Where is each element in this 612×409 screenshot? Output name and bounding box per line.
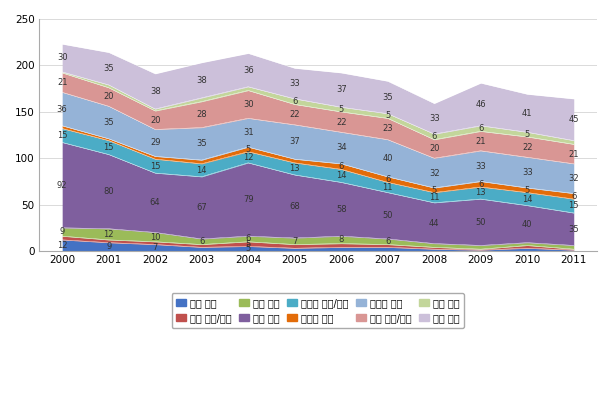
Text: 7: 7 — [292, 237, 297, 246]
Text: 6: 6 — [199, 237, 204, 246]
Text: 21: 21 — [569, 150, 579, 159]
Text: 92: 92 — [57, 181, 67, 190]
Text: 21: 21 — [476, 137, 486, 146]
Text: 10: 10 — [150, 233, 160, 242]
Text: 6: 6 — [338, 162, 344, 171]
Text: 35: 35 — [569, 225, 579, 234]
Text: 22: 22 — [289, 110, 300, 119]
Text: 33: 33 — [476, 162, 486, 171]
Text: 14: 14 — [196, 166, 207, 175]
Text: 7: 7 — [152, 243, 158, 252]
Text: 6: 6 — [385, 175, 390, 184]
Legend: 중졸 이하, 고교 재학/휴학, 고교 중퇴, 고교 졸업, 전문대 재학/휴학, 전문대 중퇴, 전문대 졸업, 대학 재학/휴학, 대학 중퇴, 대졸 이상: 중졸 이하, 고교 재학/휴학, 고교 중퇴, 고교 졸업, 전문대 재학/휴학… — [171, 293, 465, 328]
Text: 5: 5 — [431, 186, 437, 195]
Text: 30: 30 — [57, 54, 67, 63]
Text: 15: 15 — [150, 162, 160, 171]
Text: 12: 12 — [57, 241, 67, 250]
Text: 5: 5 — [245, 240, 251, 249]
Text: 5: 5 — [524, 130, 530, 139]
Text: 14: 14 — [336, 171, 346, 180]
Text: 64: 64 — [150, 198, 160, 207]
Text: 6: 6 — [478, 124, 483, 133]
Text: 37: 37 — [336, 85, 346, 94]
Text: 44: 44 — [429, 219, 439, 228]
Text: 50: 50 — [476, 218, 486, 227]
Text: 33: 33 — [429, 114, 439, 123]
Text: 8: 8 — [338, 235, 344, 244]
Text: 36: 36 — [57, 105, 67, 114]
Text: 32: 32 — [569, 174, 579, 183]
Text: 32: 32 — [429, 169, 439, 178]
Text: 22: 22 — [336, 117, 346, 126]
Text: 5: 5 — [245, 145, 251, 154]
Text: 35: 35 — [196, 139, 207, 148]
Text: 15: 15 — [57, 131, 67, 140]
Text: 20: 20 — [150, 116, 160, 125]
Text: 40: 40 — [382, 154, 393, 163]
Text: 34: 34 — [336, 144, 346, 153]
Text: 20: 20 — [103, 92, 114, 101]
Text: 6: 6 — [571, 192, 577, 201]
Text: 46: 46 — [476, 100, 486, 109]
Text: 33: 33 — [522, 168, 532, 177]
Text: 28: 28 — [196, 110, 207, 119]
Text: 80: 80 — [103, 187, 114, 196]
Text: 15: 15 — [569, 202, 579, 211]
Text: 20: 20 — [429, 144, 439, 153]
Text: 12: 12 — [243, 153, 253, 162]
Text: 50: 50 — [382, 211, 393, 220]
Text: 45: 45 — [569, 115, 579, 124]
Text: 37: 37 — [289, 137, 300, 146]
Text: 21: 21 — [57, 78, 67, 87]
Text: 38: 38 — [196, 76, 207, 85]
Text: 31: 31 — [243, 128, 253, 137]
Text: 33: 33 — [289, 79, 300, 88]
Text: 6: 6 — [431, 133, 437, 142]
Text: 11: 11 — [429, 193, 439, 202]
Text: 6: 6 — [245, 234, 251, 243]
Text: 58: 58 — [336, 205, 346, 214]
Text: 68: 68 — [289, 202, 300, 211]
Text: 29: 29 — [150, 138, 160, 147]
Text: 79: 79 — [243, 195, 253, 204]
Text: 38: 38 — [150, 87, 160, 96]
Text: 22: 22 — [522, 143, 532, 152]
Text: 5: 5 — [524, 186, 530, 195]
Text: 35: 35 — [103, 64, 114, 73]
Text: 5: 5 — [338, 105, 344, 114]
Text: 40: 40 — [522, 220, 532, 229]
Text: 36: 36 — [243, 65, 253, 74]
Text: 67: 67 — [196, 203, 207, 212]
Text: 23: 23 — [382, 124, 393, 133]
Text: 13: 13 — [289, 164, 300, 173]
Text: 9: 9 — [59, 227, 65, 236]
Text: 11: 11 — [382, 183, 393, 192]
Text: 15: 15 — [103, 143, 114, 152]
Text: 6: 6 — [478, 180, 483, 189]
Text: 35: 35 — [103, 118, 114, 127]
Text: 14: 14 — [522, 195, 532, 204]
Text: 6: 6 — [292, 97, 297, 106]
Text: 9: 9 — [106, 242, 111, 251]
Text: 5: 5 — [385, 112, 390, 121]
Text: 35: 35 — [382, 93, 393, 102]
Text: 5: 5 — [245, 244, 251, 253]
Text: 41: 41 — [522, 109, 532, 118]
Text: 13: 13 — [476, 189, 486, 198]
Text: 12: 12 — [103, 230, 114, 239]
Text: 6: 6 — [385, 237, 390, 246]
Text: 30: 30 — [243, 100, 253, 109]
